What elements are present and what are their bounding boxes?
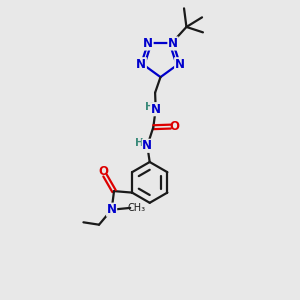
Text: CH₃: CH₃ (128, 203, 146, 213)
Text: N: N (136, 58, 146, 71)
Text: N: N (175, 58, 185, 71)
Text: N: N (168, 37, 178, 50)
Text: N: N (143, 37, 153, 50)
Text: O: O (98, 165, 109, 178)
Text: H: H (135, 138, 144, 148)
Text: N: N (142, 139, 152, 152)
Text: N: N (106, 203, 117, 216)
Text: O: O (169, 120, 179, 133)
Text: N: N (151, 103, 161, 116)
Text: H: H (145, 102, 154, 112)
